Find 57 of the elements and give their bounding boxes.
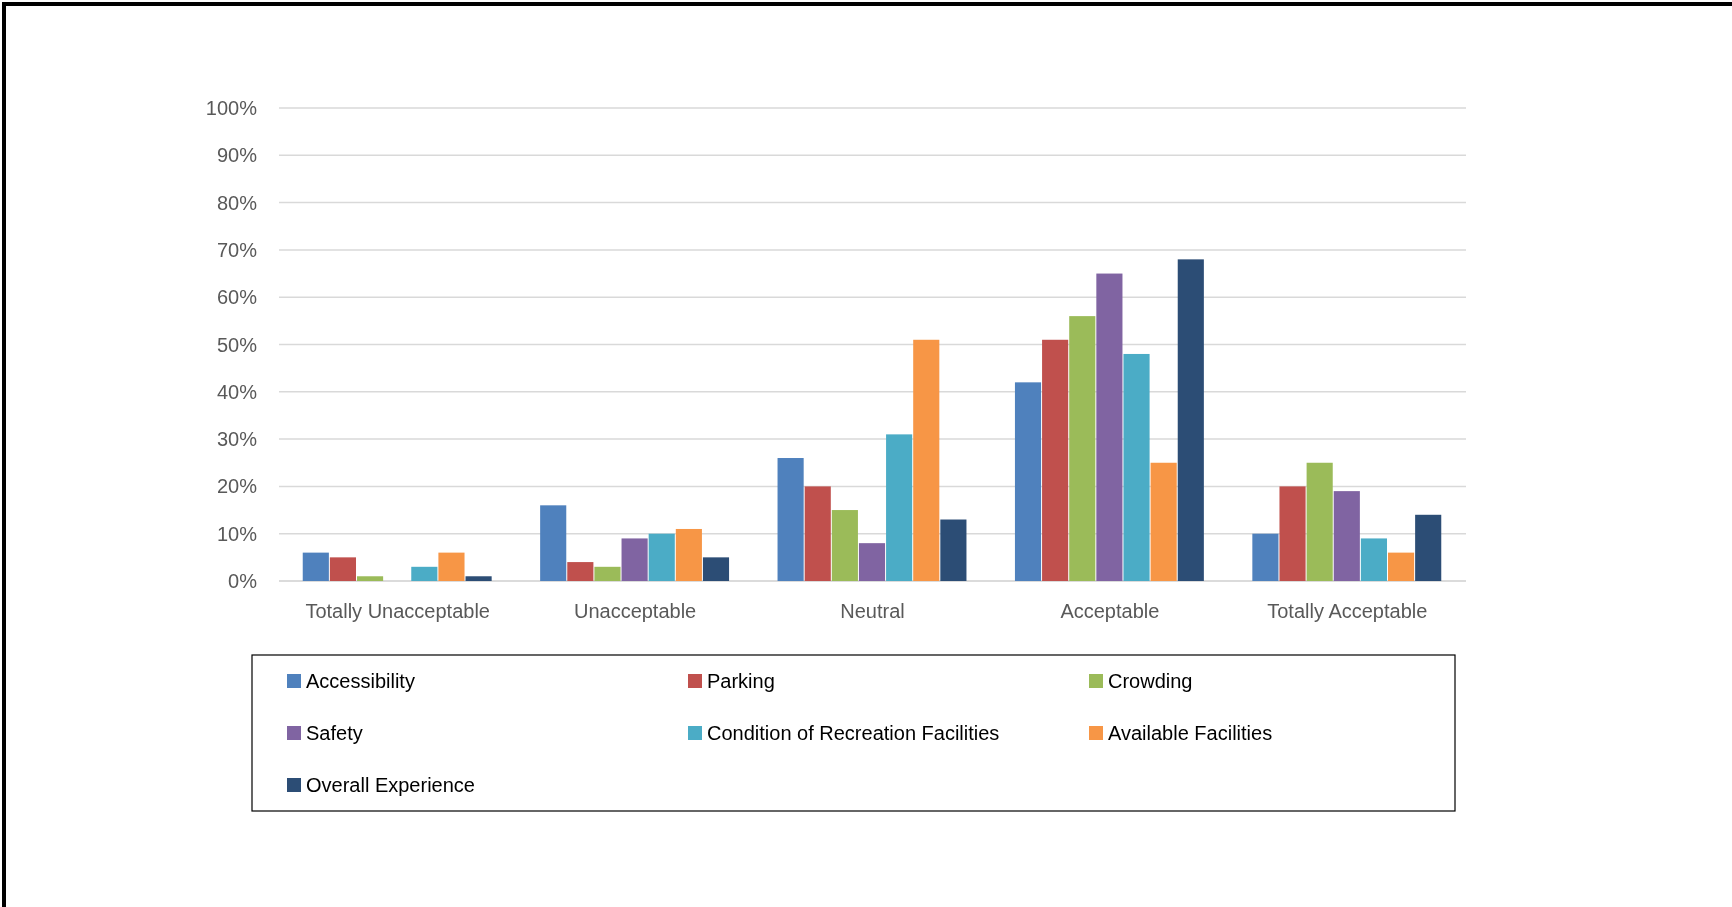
bar [1388,552,1415,581]
bar [940,519,967,581]
bar [621,538,648,581]
y-tick-label: 0% [228,570,258,592]
legend-label: Overall Experience [306,774,475,796]
bar [831,510,858,581]
y-tick-label: 40% [216,380,258,403]
bar [594,566,621,581]
legend-label: Crowding [1108,670,1193,692]
legend-label: Parking [707,670,775,692]
x-tick-label: Totally Acceptable [1267,600,1428,622]
bar [1096,273,1123,581]
bar [1150,462,1177,581]
bar [1123,353,1150,581]
bar [648,533,675,581]
legend-label: Available Facilities [1108,722,1273,744]
legend-label: Condition of Recreation Facilities [707,722,1000,744]
y-tick-label: 90% [216,144,258,167]
y-tick-label: 70% [216,238,258,261]
bar [913,339,940,581]
y-tick-label: 20% [216,475,258,498]
bar [1306,462,1333,581]
legend-label: Safety [306,722,363,744]
y-tick-label: 60% [216,286,258,309]
bar [540,505,567,581]
bar [465,576,492,581]
y-tick-label: 10% [216,522,258,545]
bar [777,458,804,581]
bar [329,557,356,581]
bar [858,543,886,581]
bar [357,576,384,581]
bar [1069,316,1096,581]
bar [1014,382,1042,581]
bar [1279,486,1306,581]
bar [1177,259,1204,581]
bar [1360,538,1387,581]
x-tick-label: Totally Unacceptable [305,600,490,622]
y-tick-label: 30% [216,428,258,451]
x-tick-label: Unacceptable [573,600,697,622]
bar [567,562,594,581]
bar [438,552,465,581]
x-tick-label: Neutral [840,600,905,622]
y-tick-label: 100% [205,97,258,119]
legend-label: Accessibility [306,670,415,692]
bar [675,528,702,581]
x-tick-label: Acceptable [1060,600,1160,622]
bar [1415,514,1442,581]
bar [1252,533,1279,581]
y-tick-label: 50% [216,333,258,356]
bar [1042,339,1069,581]
bar [886,434,913,581]
bar [804,486,831,581]
bar [302,552,329,581]
bar [702,557,730,581]
y-tick-label: 80% [216,191,258,214]
bar [411,566,438,581]
bar [1333,491,1360,581]
